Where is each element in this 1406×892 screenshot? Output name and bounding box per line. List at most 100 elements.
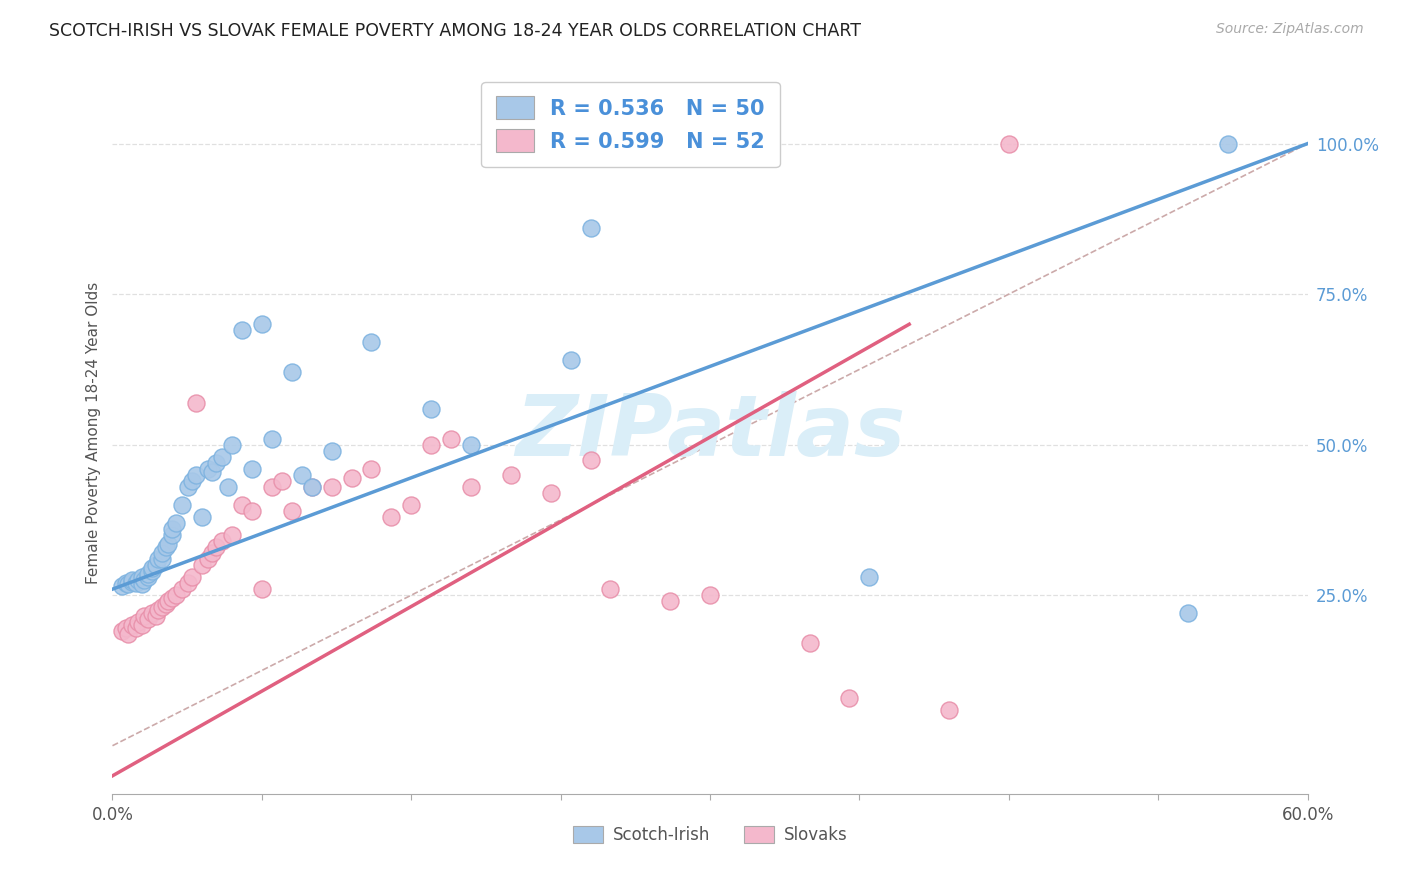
- Point: [260, 432, 283, 446]
- Point: [125, 621, 148, 635]
- Point: [181, 474, 204, 488]
- Point: [117, 577, 139, 591]
- Point: [240, 504, 263, 518]
- Point: [321, 443, 343, 458]
- Point: [177, 576, 200, 591]
- Point: [162, 522, 183, 536]
- Point: [127, 615, 149, 630]
- Point: [281, 504, 304, 518]
- Point: [157, 594, 180, 608]
- Point: [1216, 136, 1239, 151]
- Point: [1177, 607, 1199, 621]
- Point: [401, 498, 423, 512]
- Point: [111, 579, 134, 593]
- Point: [177, 480, 200, 494]
- Point: [197, 552, 219, 566]
- Point: [186, 395, 208, 409]
- Point: [380, 510, 402, 524]
- Point: [197, 462, 219, 476]
- Point: [134, 573, 156, 587]
- Point: [201, 465, 224, 479]
- Point: [360, 335, 382, 350]
- Text: ZIPatlas: ZIPatlas: [515, 391, 905, 475]
- Point: [321, 480, 343, 494]
- Point: [117, 627, 139, 641]
- Point: [217, 480, 239, 494]
- Point: [499, 467, 522, 482]
- Point: [579, 452, 602, 467]
- Point: [460, 438, 482, 452]
- Point: [138, 567, 160, 582]
- Point: [440, 432, 463, 446]
- Point: [162, 591, 183, 606]
- Legend: Scotch-Irish, Slovaks: Scotch-Irish, Slovaks: [567, 819, 853, 851]
- Point: [240, 462, 263, 476]
- Point: [301, 480, 323, 494]
- Point: [115, 621, 138, 635]
- Point: [127, 573, 149, 587]
- Point: [301, 480, 323, 494]
- Point: [221, 438, 243, 452]
- Point: [799, 636, 821, 650]
- Point: [172, 498, 194, 512]
- Point: [540, 485, 562, 500]
- Point: [115, 576, 138, 591]
- Point: [191, 558, 214, 573]
- Point: [599, 582, 621, 597]
- Point: [138, 570, 160, 584]
- Point: [150, 546, 173, 560]
- Point: [281, 366, 304, 380]
- Point: [201, 546, 224, 560]
- Point: [205, 456, 228, 470]
- Point: [659, 594, 682, 608]
- Point: [141, 607, 163, 621]
- Point: [340, 471, 363, 485]
- Point: [131, 618, 153, 632]
- Point: [155, 540, 177, 554]
- Text: Source: ZipAtlas.com: Source: ZipAtlas.com: [1216, 22, 1364, 37]
- Point: [938, 703, 960, 717]
- Text: SCOTCH-IRISH VS SLOVAK FEMALE POVERTY AMONG 18-24 YEAR OLDS CORRELATION CHART: SCOTCH-IRISH VS SLOVAK FEMALE POVERTY AM…: [49, 22, 862, 40]
- Point: [420, 438, 443, 452]
- Point: [205, 540, 228, 554]
- Point: [998, 136, 1021, 151]
- Point: [250, 318, 273, 332]
- Point: [165, 588, 187, 602]
- Point: [121, 574, 143, 589]
- Point: [858, 570, 880, 584]
- Point: [134, 609, 156, 624]
- Point: [165, 516, 187, 530]
- Y-axis label: Female Poverty Among 18-24 Year Olds: Female Poverty Among 18-24 Year Olds: [86, 282, 101, 583]
- Point: [145, 558, 167, 573]
- Point: [131, 570, 153, 584]
- Point: [172, 582, 194, 597]
- Point: [111, 624, 134, 639]
- Point: [699, 588, 721, 602]
- Point: [291, 467, 314, 482]
- Point: [221, 528, 243, 542]
- Point: [181, 570, 204, 584]
- Point: [155, 597, 177, 611]
- Point: [157, 537, 180, 551]
- Point: [211, 533, 233, 548]
- Point: [125, 576, 148, 591]
- Point: [148, 603, 170, 617]
- Point: [211, 450, 233, 464]
- Point: [191, 510, 214, 524]
- Point: [270, 474, 292, 488]
- Point: [560, 353, 582, 368]
- Point: [260, 480, 283, 494]
- Point: [231, 323, 253, 337]
- Point: [141, 564, 163, 578]
- Point: [145, 609, 167, 624]
- Point: [231, 498, 253, 512]
- Point: [131, 577, 153, 591]
- Point: [186, 467, 208, 482]
- Point: [121, 573, 143, 587]
- Point: [460, 480, 482, 494]
- Point: [141, 561, 163, 575]
- Point: [838, 690, 860, 705]
- Point: [250, 582, 273, 597]
- Point: [150, 600, 173, 615]
- Point: [138, 612, 160, 626]
